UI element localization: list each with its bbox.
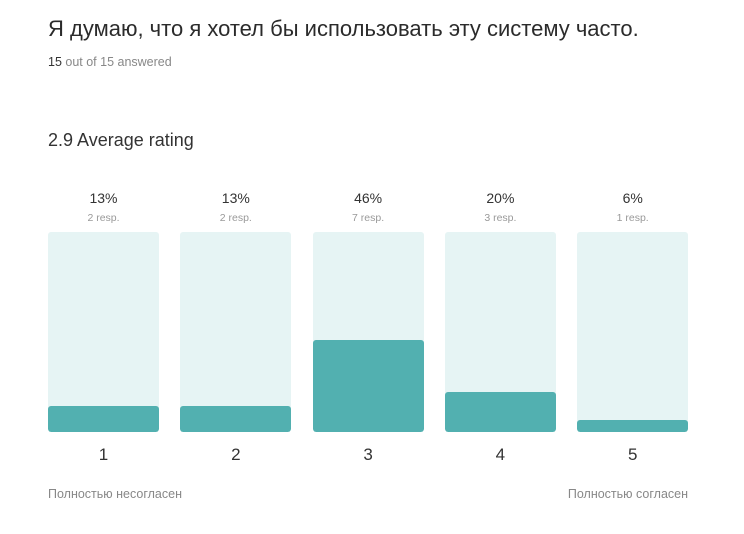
percent-label: 13% — [221, 190, 250, 206]
question-title: Я думаю, что я хотел бы использовать эту… — [48, 16, 639, 41]
response-count: 2 resp. — [87, 212, 120, 224]
bar-track — [444, 232, 556, 432]
bar — [577, 420, 689, 432]
percent-label: 46% — [354, 190, 383, 206]
min-label: Полностью несогласен — [48, 487, 182, 501]
category-label: 4 — [495, 445, 506, 464]
category-label: 3 — [363, 445, 373, 464]
response-count: 7 resp. — [352, 212, 385, 224]
category-label: 2 — [231, 445, 241, 464]
bar — [48, 406, 159, 432]
percent-label: 6% — [622, 190, 643, 206]
response-count: 1 resp. — [616, 212, 649, 224]
answered-text: out of 15 answered — [61, 55, 172, 69]
response-count: 2 resp. — [219, 212, 252, 224]
percent-label: 20% — [486, 190, 515, 206]
category-label: 1 — [98, 445, 109, 464]
bar-track — [180, 232, 292, 432]
bar — [312, 340, 424, 432]
max-label: Полностью согласен — [567, 487, 688, 501]
average-rating: 2.9 Average rating — [48, 130, 194, 150]
bar — [180, 406, 292, 432]
bar-track — [577, 232, 689, 432]
percent-label: 13% — [89, 190, 118, 206]
answered-number: 15 — [48, 55, 62, 69]
category-label: 5 — [627, 445, 638, 464]
answered-count: 15 out of 15 answered — [48, 55, 172, 69]
bar-track — [48, 232, 159, 432]
response-count: 3 resp. — [484, 212, 517, 224]
bar — [444, 392, 556, 432]
bar-track — [312, 232, 424, 432]
